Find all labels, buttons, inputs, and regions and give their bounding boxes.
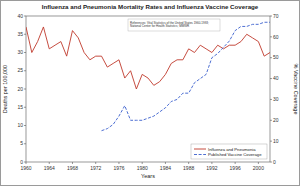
y-tick [24, 34, 26, 35]
y-tick [24, 107, 26, 108]
y2-tick-label: 20 [273, 117, 279, 123]
annotation: References: Vital Statistics of the Unit… [130, 21, 209, 28]
chart: Influenza and Pneumonia Mortality Rates … [0, 0, 300, 186]
y-tick-label: 25 [17, 67, 23, 73]
x-tick-label: 1984 [160, 165, 171, 171]
y-tick-label: 30 [17, 49, 23, 55]
y2-tick-label: 40 [273, 75, 279, 81]
plot-frame [26, 16, 270, 162]
y-tick [24, 162, 26, 163]
y-tick-label: 0 [20, 159, 23, 165]
y-tick [24, 143, 26, 144]
y2-tick-label: 0 [273, 159, 276, 165]
x-tick-label: 1980 [137, 165, 148, 171]
y-tick-label: 35 [17, 31, 23, 37]
legend-swatch [194, 149, 206, 150]
x-tick-label: 1996 [230, 165, 241, 171]
plot-area [26, 22, 270, 130]
y2-tick-label: 30 [273, 96, 279, 102]
y2-tick-label: 50 [273, 54, 279, 60]
y2-tick [270, 99, 272, 100]
y2-tick [270, 120, 272, 121]
x-tick-label: 1964 [44, 165, 55, 171]
legend-label: Influenza and Pneumonia [208, 147, 256, 152]
y2-tick [270, 162, 272, 163]
y2-tick-label: 10 [273, 138, 279, 144]
x-tick-label: 1976 [113, 165, 124, 171]
y-tick [24, 89, 26, 90]
y-tick-label: 15 [17, 104, 23, 110]
annotation-frame [128, 19, 220, 31]
annotation-box: References: Vital Statistics of the Unit… [128, 19, 220, 31]
y2-tick [270, 78, 272, 79]
y-tick-label: 40 [17, 13, 23, 19]
series-line [102, 22, 270, 130]
chart-border [1, 1, 300, 186]
annotation-line: National Center for Health Statistics; M… [130, 24, 190, 28]
x-tick-label: 1988 [183, 165, 194, 171]
y-tick [24, 125, 26, 126]
x-axis-label: Years [141, 173, 155, 179]
y2-tick [270, 36, 272, 37]
x-tick-label: 1968 [67, 165, 78, 171]
legend: Influenza and PneumoniaPublished Vaccine… [191, 144, 267, 159]
y-tick [24, 52, 26, 53]
y-tick [24, 70, 26, 71]
y-tick [24, 16, 26, 17]
legend-frame [191, 144, 267, 159]
x-tick-label: 1972 [90, 165, 101, 171]
y-axis-label: Deaths per 100,000 [2, 65, 8, 113]
y2-tick [270, 141, 272, 142]
legend-label: Published Vaccine Coverage [208, 152, 262, 157]
x-tick-label: 1992 [206, 165, 217, 171]
y-tick-label: 5 [20, 140, 23, 146]
y2-tick-label: 70 [273, 13, 279, 19]
x-tick-label: 1960 [20, 165, 31, 171]
legend-swatch [194, 154, 206, 155]
y2-tick [270, 57, 272, 58]
y-tick-label: 20 [17, 86, 23, 92]
series-line [26, 27, 270, 89]
title: Influenza and Pneumonia Mortality Rates … [42, 3, 259, 10]
y-tick-label: 10 [17, 122, 23, 128]
y2-axis-label: % Vaccine Coverage [293, 64, 299, 115]
y2-tick-label: 60 [273, 34, 279, 40]
y2-tick [270, 16, 272, 17]
x-tick-label: 2000 [253, 165, 264, 171]
